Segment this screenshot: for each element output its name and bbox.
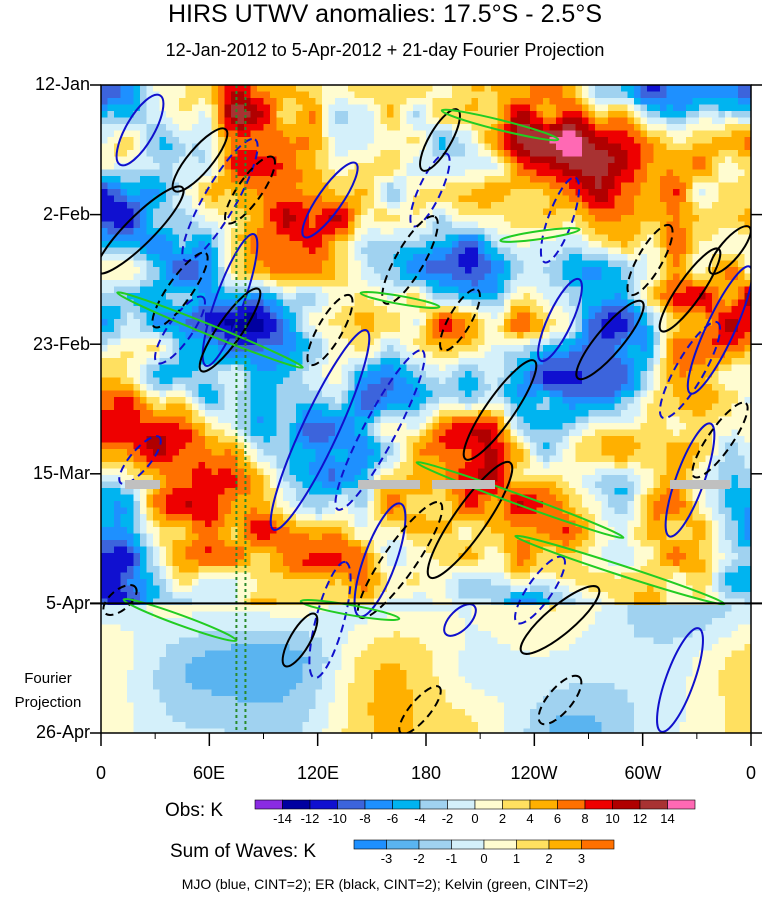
plot-clip-group <box>101 85 751 733</box>
colorbar-tick-label: -4 <box>414 811 426 826</box>
colorbar-tick-label: 2 <box>498 811 507 826</box>
colorbar-tick-label: -8 <box>359 811 371 826</box>
colorbar-swatch <box>353 839 387 850</box>
colorbar-swatch <box>584 799 613 810</box>
colorbar-swatch <box>418 839 452 850</box>
colorbar-swatch <box>364 799 393 810</box>
colorbar-swatch <box>557 799 586 810</box>
obs-colorbar <box>254 799 696 810</box>
colorbar-swatch <box>667 799 696 810</box>
colorbar-swatch <box>483 839 517 850</box>
colorbar-tick-label: -14 <box>273 811 292 826</box>
colorbar-tick-label: -2 <box>413 851 425 866</box>
obs-colorbar-title: Obs: K <box>165 800 224 821</box>
colorbar-tick-label: 0 <box>480 851 488 866</box>
colorbar-swatch <box>419 799 448 810</box>
colorbar-tick-label: 4 <box>526 811 534 826</box>
colorbar-swatch <box>639 799 668 810</box>
colorbar-swatch <box>451 839 485 850</box>
colorbar-tick-label: 3 <box>577 851 586 866</box>
colorbar-swatch <box>282 799 311 810</box>
y-tick-label: 5-Apr <box>45 593 90 613</box>
y-tick-label: 23-Feb <box>32 334 90 354</box>
x-tick-label: 180 <box>410 763 442 783</box>
y-tick-label: 26-Apr <box>35 722 90 742</box>
contour-legend-note: MJO (blue, CINT=2); ER (black, CINT=2); … <box>181 876 589 892</box>
colorbar-tick-label: 2 <box>545 851 553 866</box>
colorbar-tick-label: -10 <box>328 811 347 826</box>
chart-subtitle: 12-Jan-2012 to 5-Apr-2012 + 21-day Fouri… <box>165 40 605 60</box>
colorbar-swatch <box>516 839 550 850</box>
y-tick-label: 15-Mar <box>32 463 90 483</box>
colorbar-swatch <box>612 799 641 810</box>
y-tick-label: 2-Feb <box>42 204 90 224</box>
plot-axes <box>90 84 762 746</box>
colorbar-swatch <box>548 839 582 850</box>
colorbar-swatch <box>447 799 476 810</box>
x-tick-label: 120W <box>510 763 558 783</box>
x-tick-label: 60E <box>192 763 226 783</box>
projection-label-line1: Fourier <box>24 670 72 687</box>
projection-label-line2: Projection <box>14 694 82 711</box>
colorbar-tick-label: -1 <box>445 851 458 866</box>
chart-title: HIRS UTWV anomalies: 17.5°S - 2.5°S <box>167 0 603 28</box>
colorbar-tick-label: 12 <box>632 811 648 826</box>
colorbar-swatch <box>474 799 503 810</box>
colorbar-swatch <box>581 839 615 850</box>
x-tick-label: 120E <box>296 763 340 783</box>
colorbar-swatch <box>502 799 531 810</box>
colorbar-swatch <box>309 799 338 810</box>
waves-colorbar <box>353 839 615 850</box>
colorbar-tick-label: -6 <box>386 811 399 826</box>
colorbar-tick-label: -12 <box>300 811 320 826</box>
colorbar-tick-label: 14 <box>660 811 675 826</box>
plot-area <box>101 85 751 733</box>
x-tick-label: 0 <box>745 763 756 783</box>
colorbar-swatch <box>529 799 558 810</box>
colorbar-tick-label: 8 <box>581 811 589 826</box>
colorbar-swatch <box>337 799 366 810</box>
colorbar-swatch <box>254 799 283 810</box>
colorbar-swatch <box>386 839 420 850</box>
colorbar-tick-label: -2 <box>441 811 454 826</box>
colorbar-tick-label: 0 <box>471 811 479 826</box>
colorbar-tick-label: 1 <box>512 851 521 866</box>
colorbar-tick-label: 6 <box>553 811 562 826</box>
colorbar-tick-label: 10 <box>605 811 620 826</box>
colorbar-swatch <box>392 799 421 810</box>
colorbar-tick-label: -3 <box>380 851 393 866</box>
x-tick-label: 60W <box>624 763 662 783</box>
waves-colorbar-title: Sum of Waves: K <box>170 841 317 862</box>
y-tick-label: 12-Jan <box>34 74 90 94</box>
x-tick-label: 0 <box>95 763 106 783</box>
